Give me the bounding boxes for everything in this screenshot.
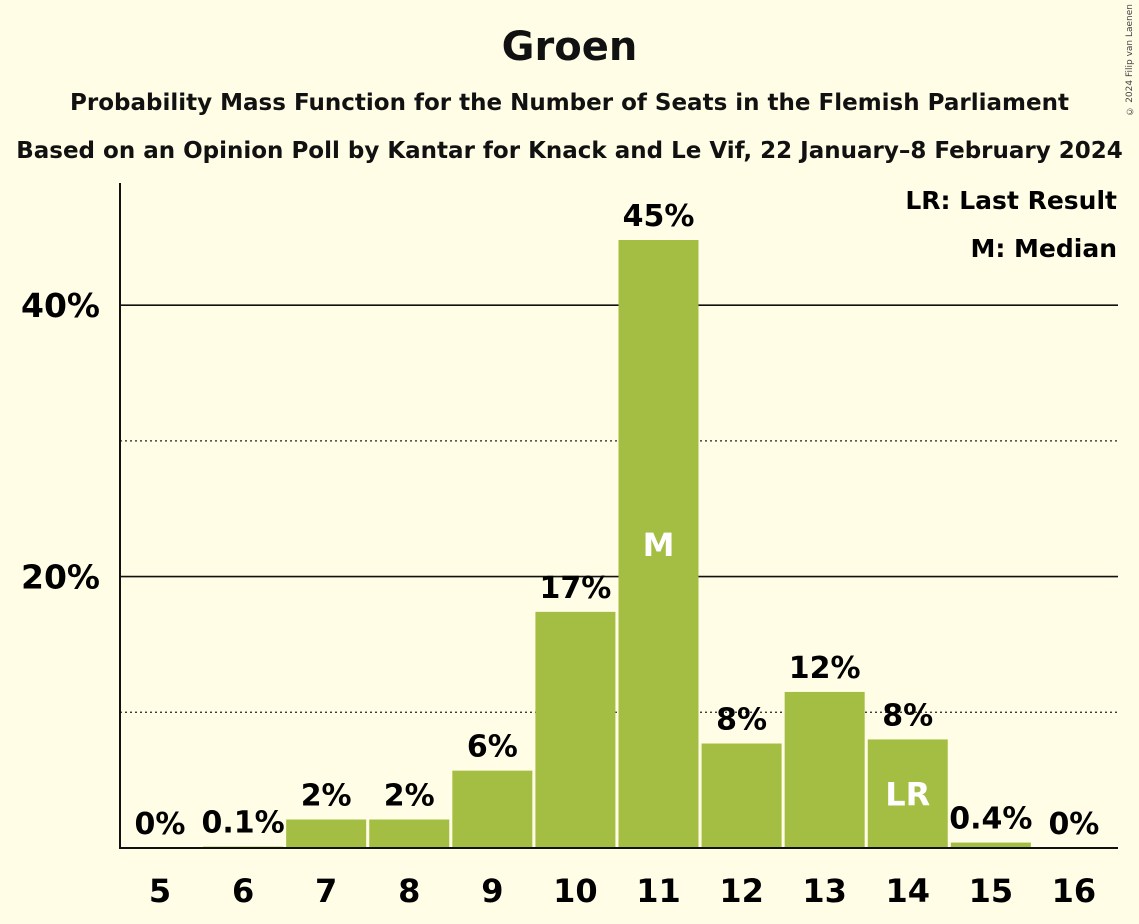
x-tick-label: 5 bbox=[149, 872, 171, 910]
x-tick-label: 14 bbox=[885, 872, 930, 910]
legend-entry: LR: Last Result bbox=[905, 186, 1117, 215]
bar-13 bbox=[784, 691, 865, 848]
x-tick-label: 15 bbox=[969, 872, 1014, 910]
bar-7 bbox=[286, 819, 367, 848]
bar-8 bbox=[369, 819, 450, 848]
last-result-marker: LR bbox=[885, 776, 930, 814]
data-label: 12% bbox=[789, 651, 861, 686]
median-marker: M bbox=[643, 526, 675, 564]
value-labels: 0% 0.1% 2% 2% 6% 17% 45% M 8% 12% 8% LR 0.4% 0% bbox=[135, 199, 1100, 842]
bar-10 bbox=[535, 611, 616, 848]
x-tick-label: 16 bbox=[1052, 872, 1097, 910]
y-tick-label: 20% bbox=[21, 558, 100, 597]
x-tick-label: 11 bbox=[636, 872, 681, 910]
data-label: 0.1% bbox=[201, 806, 284, 841]
data-label: 0% bbox=[1048, 807, 1099, 842]
bar-12 bbox=[701, 743, 782, 848]
data-label: 8% bbox=[716, 703, 767, 738]
x-tick-label: 12 bbox=[719, 872, 764, 910]
legend-entry: M: Median bbox=[970, 234, 1117, 263]
data-label: 17% bbox=[540, 571, 612, 606]
bar-11 bbox=[618, 240, 699, 848]
data-label: 45% bbox=[623, 199, 695, 234]
data-label: 2% bbox=[301, 779, 352, 814]
bar-15 bbox=[950, 842, 1031, 848]
y-tick-label: 40% bbox=[21, 286, 100, 325]
data-label: 0.4% bbox=[949, 802, 1032, 837]
legend: LR: Last Result M: Median bbox=[905, 186, 1117, 263]
bars bbox=[203, 240, 1031, 848]
data-label: 2% bbox=[384, 779, 435, 814]
bar-14 bbox=[867, 739, 948, 848]
chart-subtitle: Probability Mass Function for the Number… bbox=[70, 90, 1069, 116]
x-tick-label: 7 bbox=[315, 872, 337, 910]
axes: 20% 40% 5 6 7 8 9 10 11 12 13 14 15 16 bbox=[21, 183, 1118, 910]
data-label: 6% bbox=[467, 730, 518, 765]
x-tick-label: 10 bbox=[553, 872, 598, 910]
x-tick-label: 8 bbox=[398, 872, 420, 910]
bar-9 bbox=[452, 770, 533, 848]
x-tick-label: 13 bbox=[802, 872, 847, 910]
chart-subtitle-source: Based on an Opinion Poll by Kantar for K… bbox=[16, 138, 1123, 164]
x-tick-label: 9 bbox=[481, 872, 503, 910]
data-label: 0% bbox=[135, 807, 186, 842]
x-tick-label: 6 bbox=[232, 872, 254, 910]
data-label: 8% bbox=[882, 698, 933, 733]
chart-title: Groen bbox=[501, 24, 638, 70]
